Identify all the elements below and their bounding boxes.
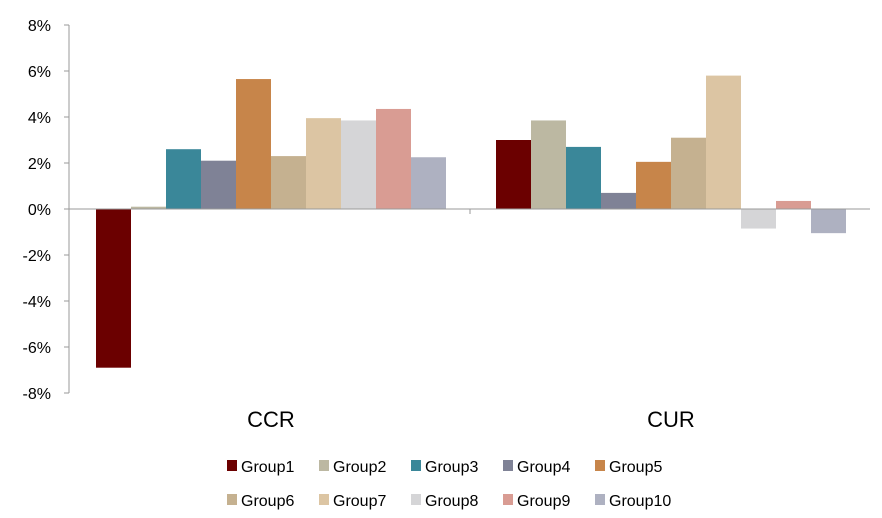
bar-group5-ccr (236, 79, 271, 209)
legend: Group1 Group2 Group3 Group4 Group5 Group6 Grou… (227, 459, 671, 510)
bar-group6-ccr (271, 156, 306, 209)
legend-label-group2: Group2 (333, 459, 386, 476)
bar-group8-ccr (341, 120, 376, 209)
bar-group9-cur (776, 200, 811, 209)
bar-group7-ccr (306, 118, 341, 209)
bars (96, 75, 846, 368)
bar-group3-ccr (166, 149, 201, 209)
x-axis: CCR CUR (69, 208, 870, 432)
legend-label-group10: Group10 (609, 493, 671, 510)
y-tick-label: -6% (23, 340, 51, 357)
legend-label-group3: Group3 (425, 459, 478, 476)
bar-group1-ccr (96, 209, 131, 368)
bar-group4-cur (601, 192, 636, 209)
y-tick-label: 0% (28, 202, 51, 219)
bar-group8-cur (741, 209, 776, 229)
y-tick-label: 2% (28, 156, 51, 173)
y-axis: 8% 6% 4% 2% 0% -2% -4% -6% -8% (23, 18, 70, 403)
category-label-cur: CUR (647, 407, 695, 432)
bar-group10-ccr (411, 157, 446, 209)
legend-label-group7: Group7 (333, 493, 386, 510)
legend-swatch-group8 (411, 494, 421, 505)
legend-swatch-group6 (227, 494, 237, 505)
y-tick-label: 4% (28, 110, 51, 127)
category-label-ccr: CCR (247, 407, 295, 432)
legend-label-group5: Group5 (609, 459, 662, 476)
bar-group5-cur (636, 161, 671, 209)
legend-swatch-group10 (595, 494, 605, 505)
legend-swatch-group4 (503, 460, 513, 471)
bar-group6-cur (671, 137, 706, 209)
bar-group2-cur (531, 120, 566, 209)
y-tick-label: -8% (23, 386, 51, 403)
bar-group4-ccr (201, 160, 236, 209)
y-tick-label: -4% (23, 294, 51, 311)
legend-label-group4: Group4 (517, 459, 570, 476)
bar-group9-ccr (376, 108, 411, 209)
legend-swatch-group2 (319, 460, 329, 471)
legend-swatch-group9 (503, 494, 513, 505)
legend-swatch-group3 (411, 460, 421, 471)
legend-swatch-group7 (319, 494, 329, 505)
y-tick-label: 6% (28, 64, 51, 81)
y-tick-label: -2% (23, 248, 51, 265)
legend-swatch-group5 (595, 460, 605, 471)
bar-group7-cur (706, 75, 741, 209)
bar-group10-cur (811, 209, 846, 234)
legend-label-group8: Group8 (425, 493, 478, 510)
y-tick-label: 8% (28, 18, 51, 35)
bar-group2-ccr (131, 206, 166, 209)
legend-swatch-group1 (227, 460, 237, 471)
bar-group1-cur (496, 140, 531, 209)
legend-label-group6: Group6 (241, 493, 294, 510)
bar-group3-cur (566, 146, 601, 209)
legend-label-group1: Group1 (241, 459, 294, 476)
legend-label-group9: Group9 (517, 493, 570, 510)
